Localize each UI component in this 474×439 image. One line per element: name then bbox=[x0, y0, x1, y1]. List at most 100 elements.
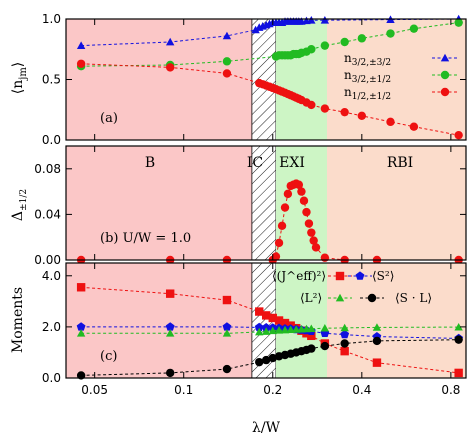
data-point bbox=[76, 41, 86, 49]
legend-label: n3/2,±1/2 bbox=[344, 68, 391, 85]
y-tick-label: 0.04 bbox=[34, 207, 61, 221]
data-point bbox=[280, 325, 290, 334]
y-axis-label-b: Δ±1/2 bbox=[10, 189, 29, 221]
data-point bbox=[261, 355, 271, 365]
data-point bbox=[320, 41, 330, 50]
data-point bbox=[255, 307, 264, 316]
data-point bbox=[454, 368, 463, 378]
data-point bbox=[222, 322, 232, 331]
data-point bbox=[454, 335, 463, 344]
data-point bbox=[307, 331, 316, 341]
panel-label-a: (a) bbox=[100, 111, 118, 126]
data-point bbox=[280, 318, 290, 328]
legend-c: ⟨(J^eff)²⟩ ⟨S²⟩ ⟨L²⟩ ⟨S · L⟩ bbox=[272, 269, 432, 305]
data-point bbox=[261, 323, 271, 332]
legend-marker bbox=[440, 70, 450, 80]
data-point bbox=[299, 196, 309, 205]
y-axis-label-c: Moments bbox=[10, 287, 26, 353]
data-point bbox=[268, 326, 277, 335]
x-axis-label: λ/W bbox=[252, 420, 281, 436]
legend-marker bbox=[440, 53, 450, 62]
data-point bbox=[409, 122, 419, 131]
data-point bbox=[304, 219, 314, 228]
data-point bbox=[165, 37, 175, 46]
y-tick-label: 1.0 bbox=[42, 12, 61, 26]
data-point bbox=[340, 323, 349, 332]
panel-2: 0.00 0.04 0.08 bbox=[34, 145, 467, 267]
legend-marker bbox=[440, 87, 450, 97]
data-point bbox=[286, 325, 295, 334]
y-tick-label: 0.08 bbox=[34, 162, 61, 176]
data-point bbox=[76, 329, 86, 337]
data-point bbox=[165, 329, 175, 337]
data-point bbox=[307, 100, 316, 110]
region-bg-b bbox=[66, 263, 252, 378]
y-tick-label: 0.00 bbox=[34, 253, 61, 267]
data-point bbox=[309, 236, 318, 245]
series-2 bbox=[76, 18, 463, 71]
x-tick-label: 0.4 bbox=[352, 383, 371, 397]
region-bg-exi bbox=[275, 19, 327, 140]
series-3 bbox=[76, 59, 463, 140]
data-point bbox=[340, 329, 350, 339]
data-point bbox=[76, 283, 86, 292]
y-tick-label: 0.0 bbox=[42, 371, 61, 385]
data-point bbox=[357, 34, 367, 43]
data-point bbox=[340, 339, 349, 348]
y-tick-label: 2.0 bbox=[42, 320, 61, 334]
data-point bbox=[454, 130, 463, 140]
data-point bbox=[255, 327, 264, 336]
data-point bbox=[320, 16, 330, 24]
data-point bbox=[372, 323, 382, 331]
panel-label-b: (b) U/W = 1.0 bbox=[100, 231, 191, 246]
data-point bbox=[386, 117, 395, 127]
data-point bbox=[274, 316, 284, 325]
data-point bbox=[307, 344, 316, 353]
series-4 bbox=[76, 335, 463, 380]
region-label-ic: IC bbox=[247, 155, 263, 171]
y-tick-label: 4.0 bbox=[42, 269, 61, 283]
data-point bbox=[165, 322, 175, 331]
data-point bbox=[255, 357, 264, 367]
data-point bbox=[274, 326, 284, 334]
data-point bbox=[320, 341, 330, 351]
data-point bbox=[274, 238, 284, 248]
data-point bbox=[261, 311, 271, 320]
legend-label: n3/2,±3/2 bbox=[344, 51, 391, 68]
plot-frame bbox=[65, 145, 467, 261]
data-point bbox=[307, 324, 316, 333]
legend-marker bbox=[355, 271, 365, 280]
panel-label-c: (c) bbox=[100, 349, 117, 364]
data-point bbox=[357, 111, 367, 121]
data-point bbox=[280, 203, 290, 212]
data-point bbox=[222, 295, 232, 305]
data-point bbox=[254, 322, 264, 332]
legend-label: ⟨L²⟩ bbox=[300, 291, 322, 305]
x-tick-label: 0.8 bbox=[441, 383, 460, 397]
region-bg-ic bbox=[251, 19, 276, 140]
data-point bbox=[340, 346, 349, 356]
y-axis-label-a: ⟨njm⟩ bbox=[10, 62, 29, 95]
data-point bbox=[297, 187, 306, 196]
legend-marker bbox=[335, 293, 345, 302]
data-point bbox=[302, 207, 311, 217]
data-point bbox=[386, 29, 395, 38]
y-tick-label: 0.5 bbox=[42, 73, 61, 87]
data-point bbox=[277, 221, 287, 230]
data-point bbox=[76, 322, 86, 331]
data-point bbox=[251, 25, 260, 34]
data-point bbox=[307, 228, 316, 237]
data-point bbox=[454, 18, 463, 27]
region-bg-rbi bbox=[326, 263, 466, 378]
region-bg-b bbox=[66, 19, 252, 140]
legend-marker bbox=[335, 271, 345, 281]
data-point bbox=[409, 24, 419, 33]
legend-a: n3/2,±3/2n3/2,±1/2n1/2,±1/2 bbox=[344, 51, 458, 102]
region-bg-ic bbox=[251, 146, 276, 260]
data-point bbox=[340, 37, 349, 47]
data-point bbox=[320, 104, 330, 113]
legend-marker bbox=[367, 293, 377, 303]
data-point bbox=[268, 313, 277, 323]
panel-3: 0.0 2.0 4.0 0.05 0.1 0.2 0.4 0.8 bbox=[42, 262, 467, 397]
region-label-b: B bbox=[145, 155, 155, 171]
